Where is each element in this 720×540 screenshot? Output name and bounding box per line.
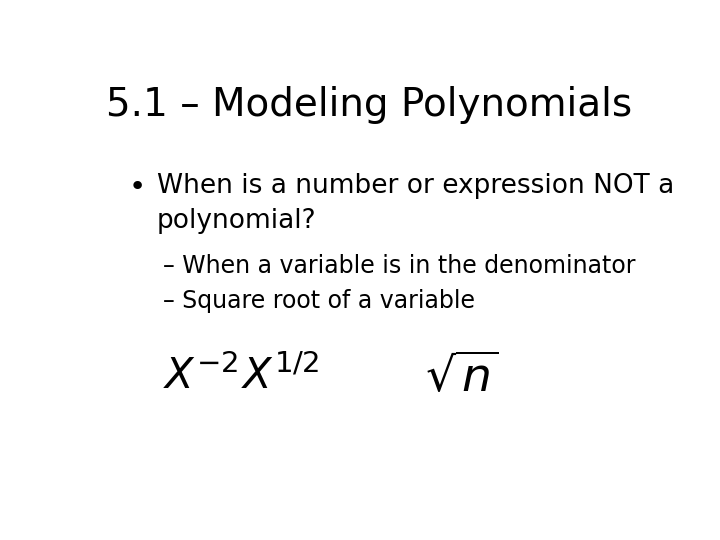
- Text: – When a variable is in the denominator: – When a variable is in the denominator: [163, 254, 635, 278]
- Text: 5.1 – Modeling Polynomials: 5.1 – Modeling Polynomials: [106, 85, 632, 124]
- Text: – Square root of a variable: – Square root of a variable: [163, 289, 474, 313]
- Text: When is a number or expression NOT a
polynomial?: When is a number or expression NOT a pol…: [157, 173, 674, 234]
- Text: $\sqrt{n}$: $\sqrt{n}$: [425, 356, 499, 402]
- Text: •: •: [129, 173, 146, 201]
- Text: $X^{1/2}$: $X^{1/2}$: [240, 356, 319, 399]
- Text: $X^{-2}$: $X^{-2}$: [163, 356, 238, 399]
